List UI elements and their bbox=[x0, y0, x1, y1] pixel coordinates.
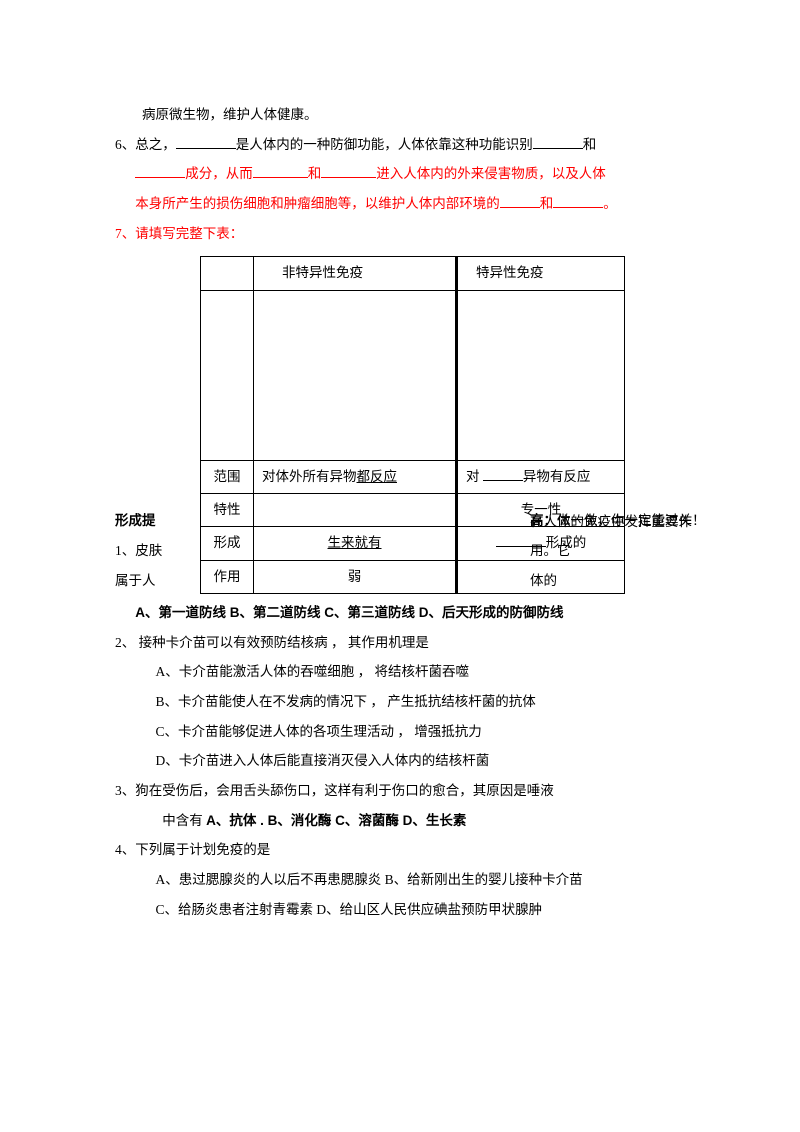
q2-A: A、卡介苗能激活人体的吞噬细胞 ， 将结核杆菌吞噬 bbox=[115, 657, 685, 687]
empty-cell bbox=[254, 290, 457, 460]
blank bbox=[321, 164, 376, 179]
side-right-3: 体的 bbox=[530, 566, 715, 596]
blank bbox=[135, 164, 185, 179]
text: 中含有 bbox=[162, 813, 206, 828]
comparison-table-wrap: 非特异性免疫 特异性免疫 范围 对体外所有异物都反应 对 异物有反应 bbox=[115, 256, 685, 593]
text: 成分，从而 bbox=[185, 166, 253, 181]
row-range-b: 对 异物有反应 bbox=[458, 460, 625, 493]
row-form-a: 生来就有 bbox=[254, 527, 457, 560]
text-underlined: 都反应 bbox=[357, 469, 398, 484]
side-left-2: 1、皮肤 bbox=[115, 536, 200, 566]
text: 形成提 bbox=[115, 513, 156, 528]
text: 进入人体内的外来侵害物质，以及人体 bbox=[376, 166, 606, 181]
row-range-a: 对体外所有异物都反应 bbox=[254, 460, 457, 493]
text: 对体外所有异物 bbox=[262, 469, 357, 484]
q1-options: A、第一道防线 B、第二道防线 C、第三道防线 D、后天形成的防御防线 bbox=[115, 598, 685, 628]
empty-cell bbox=[458, 290, 625, 460]
row-trait-a bbox=[254, 494, 457, 527]
q6-red-line2: 本身所产生的损伤细胞和肿瘤细胞等，以维护人体内部环境的 和 。 bbox=[115, 189, 685, 219]
row-range-head: 范围 bbox=[201, 460, 254, 493]
text: 本身所产生的损伤细胞和肿瘤细胞等，以维护人体内部环境的 bbox=[135, 196, 500, 211]
intro-tail: 病原微生物，维护人体健康。 bbox=[115, 100, 685, 130]
text: 和 bbox=[308, 166, 322, 181]
empty-header bbox=[201, 257, 254, 290]
q6-c: 和 bbox=[583, 137, 597, 152]
q4-stem: 4、下列属于计划免疫的是 bbox=[115, 835, 685, 865]
empty-rowhead bbox=[201, 290, 254, 460]
q2-stem: 2、 接种卡介苗可以有效预防结核病 ， 其作用机理是 bbox=[115, 628, 685, 658]
q4-line1: A、患过腮腺炎的人以后不再患腮腺炎 B、给新刚出生的婴儿接种卡介苗 bbox=[115, 865, 685, 895]
q3-line1: 3、狗在受伤后，会用舌头舔伤口，这样有利于伤口的愈合，其原因是唾液 bbox=[115, 776, 685, 806]
side-left-3: 属于人 bbox=[115, 566, 200, 596]
side-left-bold: 形成提 bbox=[115, 506, 200, 536]
text: 。 bbox=[603, 196, 617, 211]
q6-red-line1: 成分，从而 和 进入人体内的外来侵害物质，以及人体 bbox=[115, 159, 685, 189]
head-nonspecific: 非特异性免疫 bbox=[254, 257, 457, 290]
text: 和 bbox=[540, 196, 554, 211]
q2-C: C、卡介苗能够促进人体的各项生理活动 ， 增强抵抗力 bbox=[115, 717, 685, 747]
q3-options: A、抗体 . B、消化酶 C、溶菌酶 D、生长素 bbox=[206, 813, 466, 828]
row-form-head: 形成 bbox=[201, 527, 254, 560]
head-specific: 特异性免疫 bbox=[458, 257, 625, 290]
q6: 6、总之， 是人体内的一种防御功能，人体依靠这种功能识别 和 bbox=[115, 130, 685, 160]
blank bbox=[553, 194, 603, 209]
q6-b: 是人体内的一种防御功能，人体依靠这种功能识别 bbox=[236, 137, 533, 152]
blank bbox=[253, 164, 308, 179]
q4-line2: C、给肠炎患者注射青霉素 D、给山区人民供应碘盐预防甲状腺肿 bbox=[115, 895, 685, 925]
row-effect-head: 作用 bbox=[201, 560, 254, 593]
blank bbox=[483, 466, 523, 481]
blank bbox=[176, 134, 236, 149]
row-effect-a: 弱 bbox=[254, 560, 457, 593]
q7-label: 7、请填写完整下表： bbox=[115, 219, 685, 249]
blank bbox=[533, 134, 583, 149]
side-right-2: 在人体的免疫中发挥重要作用。它 bbox=[530, 507, 715, 566]
q3-line2: 中含有 A、抗体 . B、消化酶 C、溶菌酶 D、生长素 bbox=[115, 806, 685, 836]
row-trait-head: 特性 bbox=[201, 494, 254, 527]
blank bbox=[500, 194, 540, 209]
q6-a: 6、总之， bbox=[115, 137, 176, 152]
q2-B: B、卡介苗能使人在不发病的情况下 ， 产生抵抗结核杆菌的抗体 bbox=[115, 687, 685, 717]
text: 异物有反应 bbox=[523, 469, 591, 484]
text: 对 bbox=[466, 469, 480, 484]
q2-D: D、卡介苗进入人体后能直接消灭侵入人体内的结核杆菌 bbox=[115, 746, 685, 776]
